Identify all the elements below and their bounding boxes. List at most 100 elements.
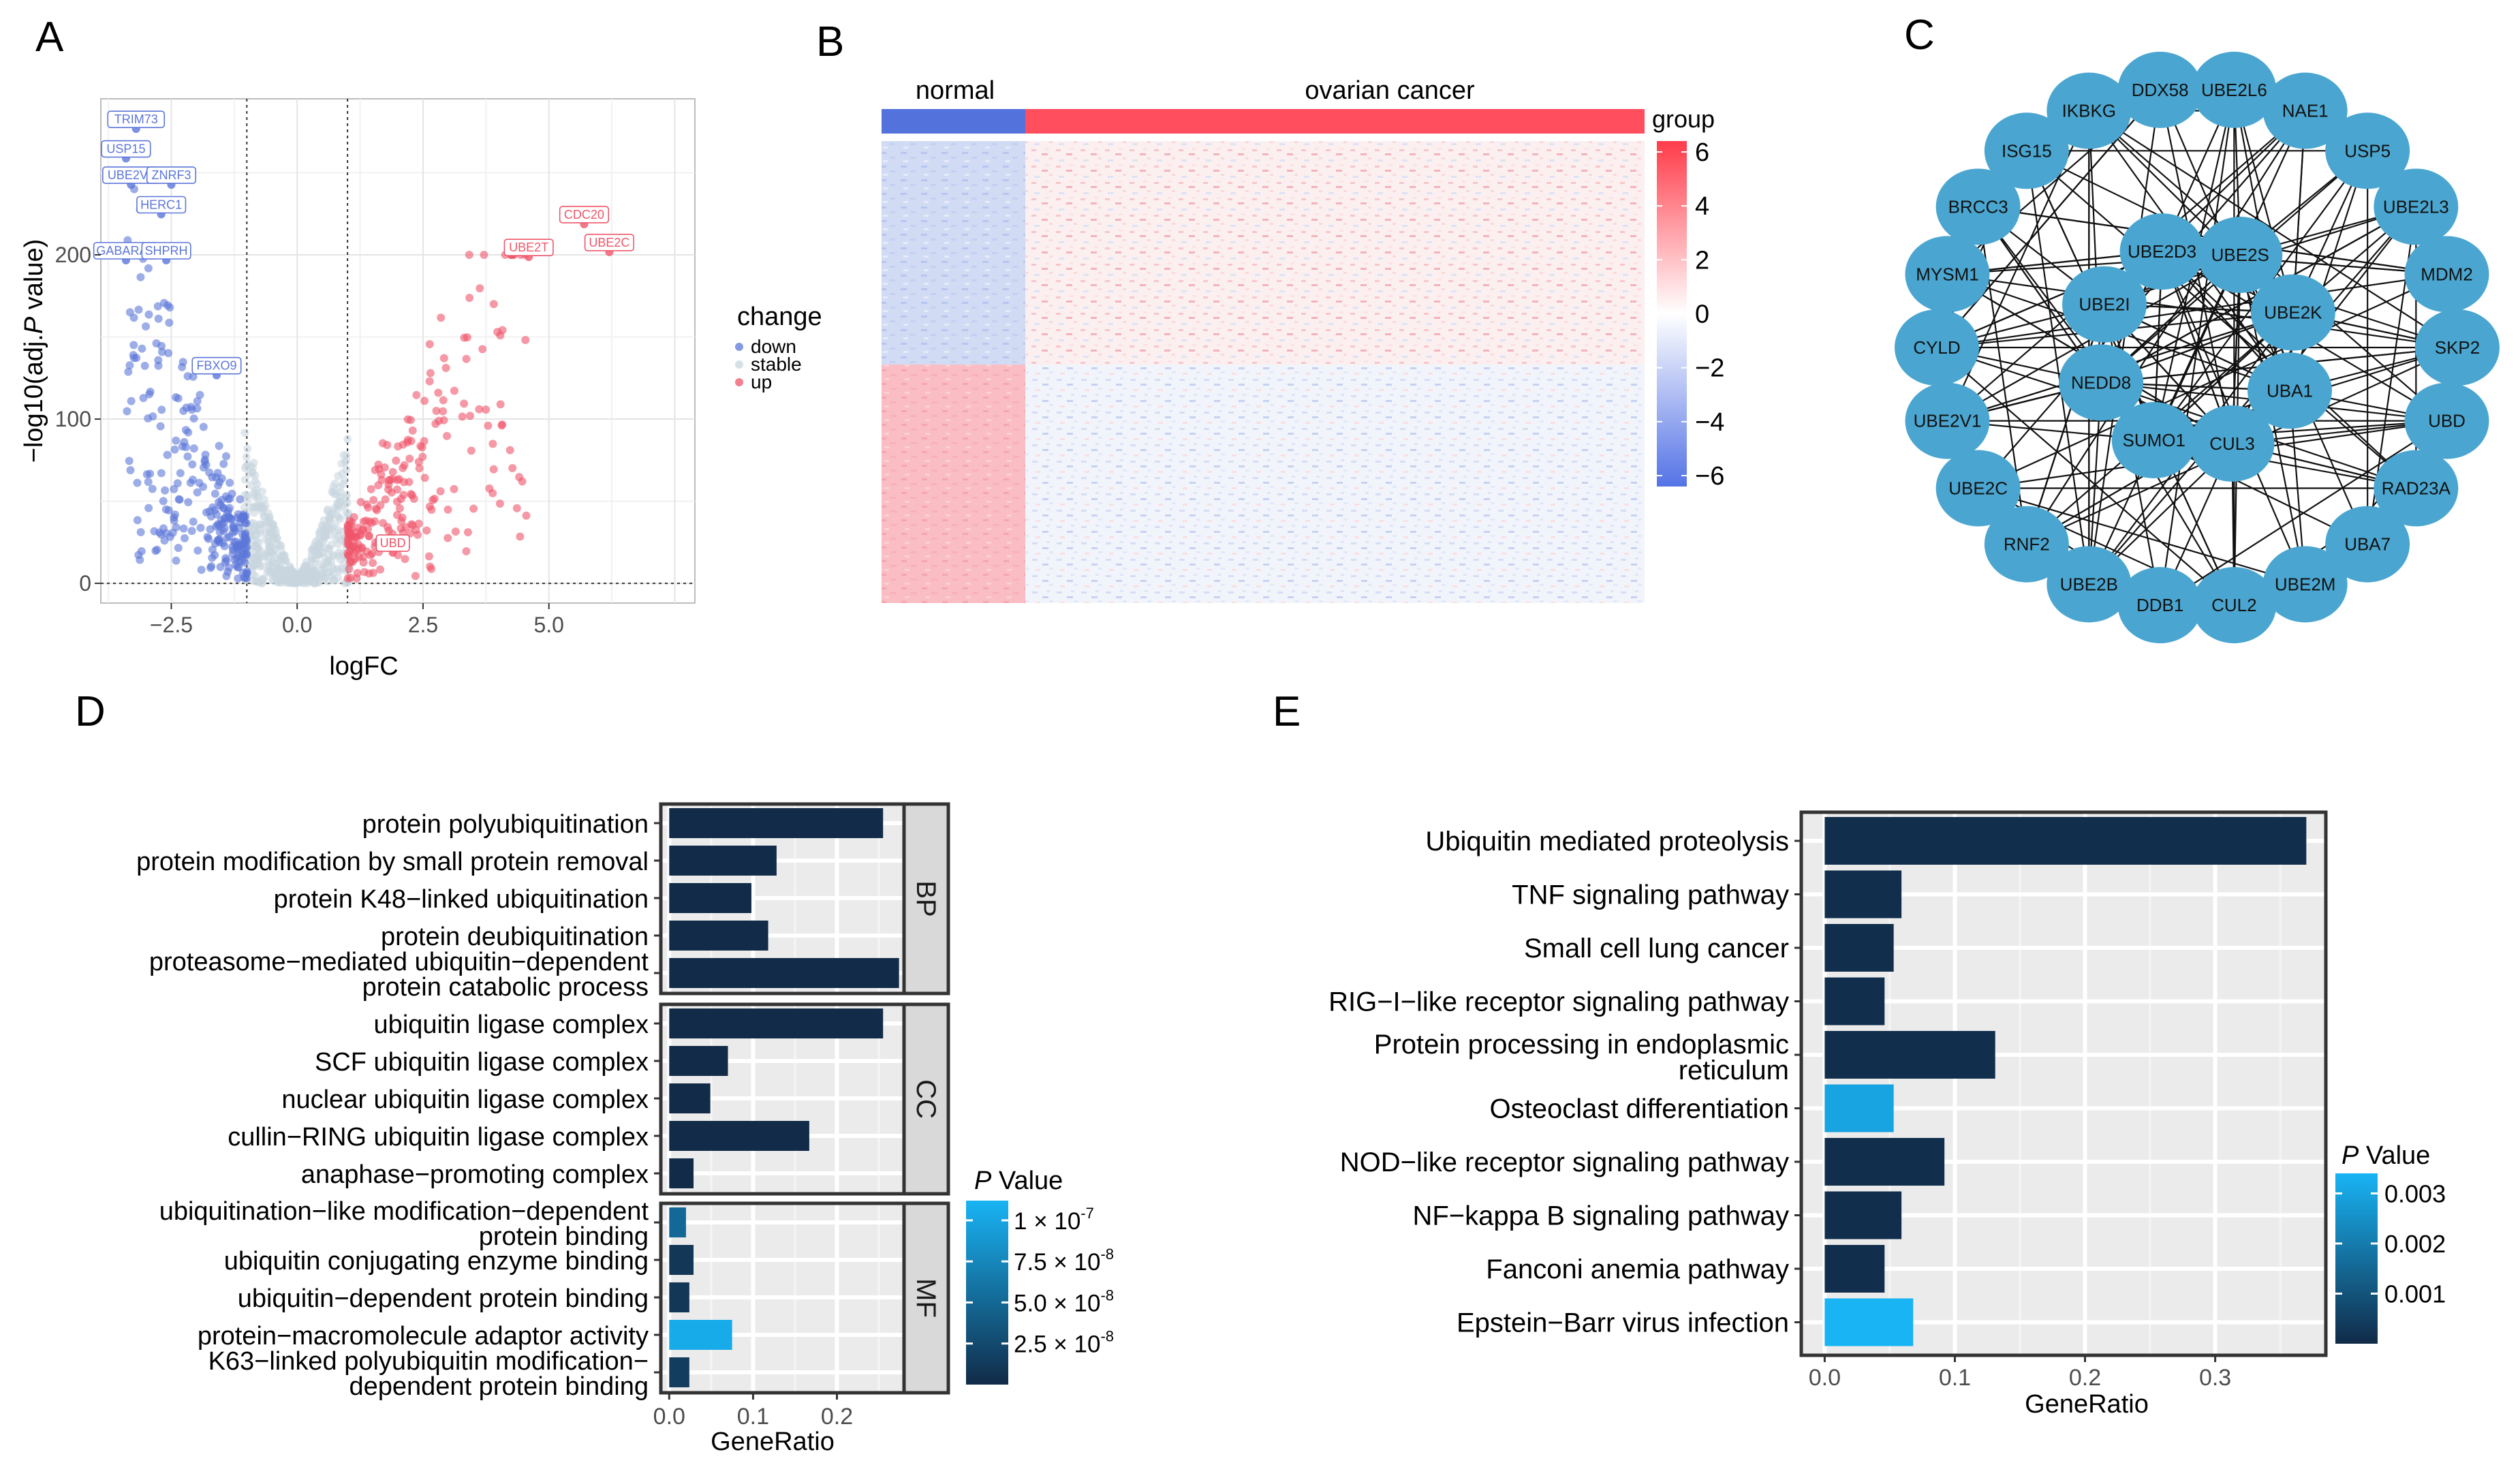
volcano-point-down [148,484,157,493]
kegg-bar [1824,1084,1894,1132]
network-node-label: MYSM1 [1916,264,1978,284]
volcano-point-down [157,348,166,356]
volcano-point-stable [266,540,275,549]
network-node-label: DDB1 [2136,595,2183,615]
network-node [2111,402,2196,479]
go-term-label: protein−macromolecule adaptor activity [198,1322,649,1351]
volcano-point-up [425,340,434,349]
volcano-point-down [181,426,190,435]
network-node-label: UBE2C [1948,478,2008,499]
volcano-point-down [207,512,216,521]
volcano-point-up [394,442,403,451]
network-node [2062,266,2147,343]
network-node-label: UBE2B [2060,574,2118,594]
network-node [2117,567,2203,644]
go-term-label: SCF ubiquitin ligase complex [315,1048,649,1077]
network-node-label: NAE1 [2282,101,2329,121]
go-bar [669,808,884,838]
volcano-x-tick-label: 2.5 [408,613,438,637]
volcano-point-down [165,318,174,327]
network-node-label: UBE2V1 [1914,411,1982,431]
volcano-point-up [434,388,443,397]
volcano-point-up [350,533,359,542]
legend-label-up: up [751,371,772,392]
kegg-legend-tick-label: 0.002 [2384,1230,2446,1258]
network-node [1984,506,2069,583]
volcano-point-up [365,517,374,526]
volcano-point-down [142,322,151,330]
volcano-point-down [174,544,183,553]
volcano-point-down [146,469,155,478]
heatmap-colorbar-tick-label: 0 [1695,300,1709,329]
volcano-point-down [181,534,189,542]
volcano-point-up [395,504,404,512]
volcano-point-stable [342,465,351,474]
volcano-label-text: USP15 [106,142,145,156]
volcano-point-down [234,574,243,583]
network-node-label: CUL2 [2211,595,2256,615]
volcano-point-down [196,523,205,532]
volcano-label-box [584,234,634,251]
volcano-point-down [238,550,247,559]
volcano-point-down [206,564,215,572]
volcano-point-up [521,336,530,345]
volcano-label-text: CDC20 [564,208,604,221]
volcano-point-down [196,390,204,399]
volcano-point-stable [318,565,327,574]
volcano-point-down [164,349,173,358]
network-node-label: RNF2 [2004,534,2050,555]
go-term-label: ubiquitin−dependent protein binding [238,1284,649,1313]
volcano-point-down [140,361,149,370]
volcano-point-up [405,454,414,463]
network-node [1905,236,1990,313]
volcano-point-down [221,554,230,563]
go-x-tick-label: 0.2 [821,1404,853,1430]
go-term-label: ubiquitin conjugating enzyme binding [224,1247,649,1276]
volcano-point-down [236,495,245,504]
go-enrichment-chart: protein polyubiquitination protein modifi… [136,802,1114,1456]
volcano-label-box [107,110,166,128]
go-facet-strip-label: CC [911,1079,941,1119]
volcano-point-stable [314,540,323,549]
volcano-point-up [427,565,436,574]
panel-label-a: A [35,14,64,61]
volcano-point-up [403,415,412,424]
volcano-point-down [204,534,213,543]
volcano-label-box [141,242,191,260]
kegg-pathway-label: Fanconi anemia pathway [1486,1254,1789,1284]
volcano-point-up [441,363,450,372]
volcano-point-down [157,341,166,350]
go-term-label: protein modification by small protein re… [136,848,649,876]
network-node-label: RAD23A [2382,478,2451,499]
volcano-point-up [408,426,417,435]
network-node [2374,168,2459,245]
volcano-point-up [467,446,476,455]
volcano-point-up [364,569,373,578]
network-edge [2288,150,2369,391]
volcano-y-tick-label: 200 [55,243,91,267]
volcano-label-text: UBE2V1 [108,168,155,182]
volcano-point-up [412,390,421,399]
volcano-point-up [384,485,392,494]
volcano-point-down [146,387,155,396]
volcano-x-tick-label: −2.5 [150,613,193,637]
go-facet-strip-label: BP [911,880,941,916]
volcano-point-up [414,519,423,528]
volcano-point-down [157,405,166,414]
volcano-point-up [392,457,401,465]
volcano-point-up [478,345,487,354]
go-facet-strip-label: MF [911,1278,941,1318]
kegg-legend-tick-label: 0.001 [2384,1280,2446,1308]
go-term-label: cullin−RING ubiquitin ligase complex [228,1123,649,1152]
volcano-point-up [414,457,423,466]
network-edge [1947,273,2458,349]
network-node [1895,309,1979,386]
volcano-label-text: SHPRH [145,244,188,258]
volcano-point-stable [315,528,324,537]
go-bar [669,1046,728,1076]
volcano-legend-title: change [737,303,822,331]
go-term-label: dependent protein binding [349,1372,649,1401]
volcano-x-tick-label: 0.0 [282,613,312,637]
volcano-point-up [354,540,362,549]
